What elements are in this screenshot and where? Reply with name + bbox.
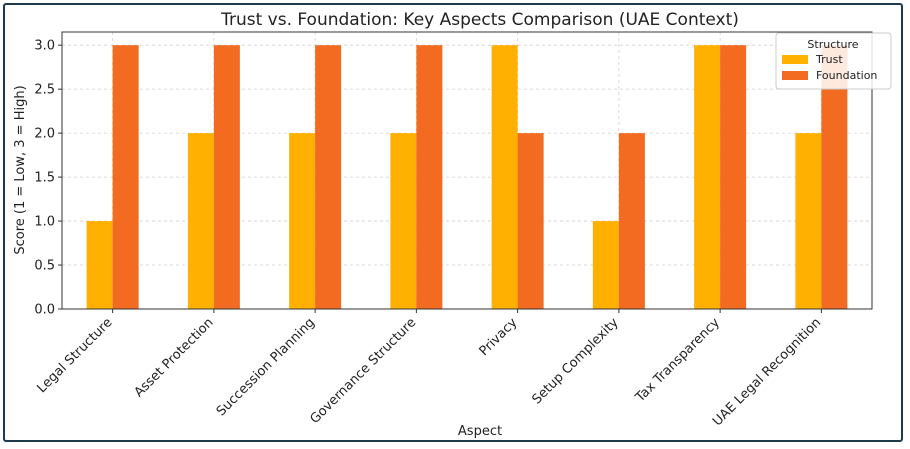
legend: Structure Trust Foundation [775,32,892,90]
x-axis-ticks: Legal Structure Asset ProtectionSuccessio… [35,309,824,429]
bar-trust-1 [187,133,214,309]
y-tick-label: 2.0 [34,127,55,142]
legend-swatch-trust [782,55,808,64]
bars [86,45,848,309]
x-tick-label: Legal Structure [35,315,116,396]
bar-trust-3 [390,133,417,309]
bar-trust-0 [86,221,113,309]
bar-foundation-6 [720,45,747,309]
bar-foundation-3 [416,45,443,309]
bar-foundation-1 [213,45,240,309]
x-tick-label: Succession Planning [214,315,318,419]
y-tick-label: 0.0 [34,303,55,318]
x-tick-label: Governance Structure [307,315,419,427]
x-tick-label: UAE Legal Recognition [710,315,824,429]
bar-trust-4 [491,45,518,309]
y-tick-label: 2.5 [34,83,55,98]
y-tick-label: 3.0 [34,39,55,54]
bar-foundation-0 [112,45,139,309]
legend-title: Structure [807,38,858,51]
bar-trust-5 [592,221,619,309]
grid [62,32,872,310]
legend-label-trust: Trust [815,53,843,66]
chart-title: Trust vs. Foundation: Key Aspects Compar… [220,10,739,30]
bar-foundation-2 [315,45,342,309]
y-axis-ticks: 0.0 0.5 1.0 1.5 2.0 2.5 3.0 [34,39,62,318]
bar-trust-6 [694,45,721,309]
x-tick-label: Privacy [477,315,521,359]
y-axis-label: Score (1 = Low, 3 = High) [13,85,28,254]
y-tick-label: 0.5 [34,259,55,274]
bar-trust-2 [289,133,316,309]
legend-label-foundation: Foundation [816,69,877,82]
chart-frame [3,3,903,442]
y-tick-label: 1.0 [34,215,55,230]
plot-area-border [61,31,873,310]
legend-swatch-foundation [782,71,808,80]
axes [61,31,873,310]
x-axis-label: Aspect [458,424,502,439]
x-tick-label: Asset Protection [132,315,217,400]
x-tick-label: Setup Complexity [529,315,621,407]
bar-foundation-5 [618,133,645,309]
bar-foundation-4 [517,133,544,309]
y-tick-label: 1.5 [34,171,55,186]
x-tick-label: Tax Transparency [632,315,723,406]
bar-trust-7 [795,133,822,309]
